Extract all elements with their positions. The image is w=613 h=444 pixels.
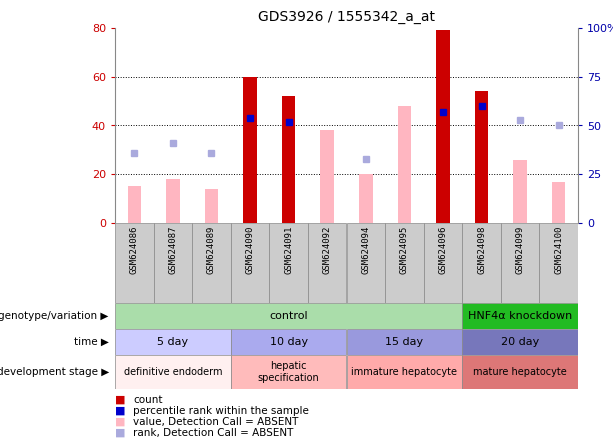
Text: GSM624094: GSM624094 [361,226,370,274]
Bar [154,223,192,303]
Bar [308,223,346,303]
Text: GSM624095: GSM624095 [400,226,409,274]
Text: ■: ■ [115,416,126,427]
Text: HNF4α knockdown: HNF4α knockdown [468,311,573,321]
Bar [539,223,578,303]
Text: development stage ▶: development stage ▶ [0,367,109,377]
Bar [115,223,154,303]
Text: GSM624098: GSM624098 [477,226,486,274]
Bar [359,174,373,223]
Bar [462,329,578,355]
Bar [462,223,501,303]
Bar [115,355,230,389]
Text: count: count [134,395,163,404]
Text: immature hepatocyte: immature hepatocyte [351,367,457,377]
Text: 20 day: 20 day [501,337,539,347]
Text: 5 day: 5 day [158,337,188,347]
Bar [475,91,489,223]
Text: GSM624100: GSM624100 [554,226,563,274]
Text: definitive endoderm: definitive endoderm [124,367,222,377]
Bar [346,329,462,355]
Bar [321,131,334,223]
Text: GSM624090: GSM624090 [246,226,254,274]
Text: percentile rank within the sample: percentile rank within the sample [134,406,310,416]
Bar [243,77,257,223]
Bar [552,182,565,223]
Text: GSM624087: GSM624087 [169,226,177,274]
Text: GSM624091: GSM624091 [284,226,293,274]
Bar [230,355,346,389]
Bar [424,223,462,303]
Text: 15 day: 15 day [386,337,424,347]
Text: 10 day: 10 day [270,337,308,347]
Text: GSM624096: GSM624096 [438,226,447,274]
Text: GSM624099: GSM624099 [516,226,525,274]
Bar [385,223,424,303]
Bar [346,223,385,303]
Bar [398,106,411,223]
Text: time ▶: time ▶ [74,337,109,347]
Text: GSM624086: GSM624086 [130,226,139,274]
Bar [128,186,141,223]
Bar [192,223,230,303]
Text: ■: ■ [115,406,126,416]
Bar [346,355,462,389]
Text: value, Detection Call = ABSENT: value, Detection Call = ABSENT [134,416,299,427]
Text: GSM624092: GSM624092 [322,226,332,274]
Bar [282,96,295,223]
Text: ■: ■ [115,395,126,404]
Bar [513,160,527,223]
Title: GDS3926 / 1555342_a_at: GDS3926 / 1555342_a_at [258,10,435,24]
Bar [115,303,462,329]
Bar [462,355,578,389]
Bar [205,189,218,223]
Bar [115,329,230,355]
Bar [230,223,269,303]
Text: GSM624089: GSM624089 [207,226,216,274]
Text: hepatic
specification: hepatic specification [257,361,319,383]
Bar [501,223,539,303]
Bar [269,223,308,303]
Text: mature hepatocyte: mature hepatocyte [473,367,567,377]
Text: rank, Detection Call = ABSENT: rank, Detection Call = ABSENT [134,428,294,438]
Bar [230,329,346,355]
Bar [166,179,180,223]
Bar [436,31,450,223]
Text: ■: ■ [115,428,126,438]
Text: control: control [269,311,308,321]
Text: genotype/variation ▶: genotype/variation ▶ [0,311,109,321]
Bar [462,303,578,329]
